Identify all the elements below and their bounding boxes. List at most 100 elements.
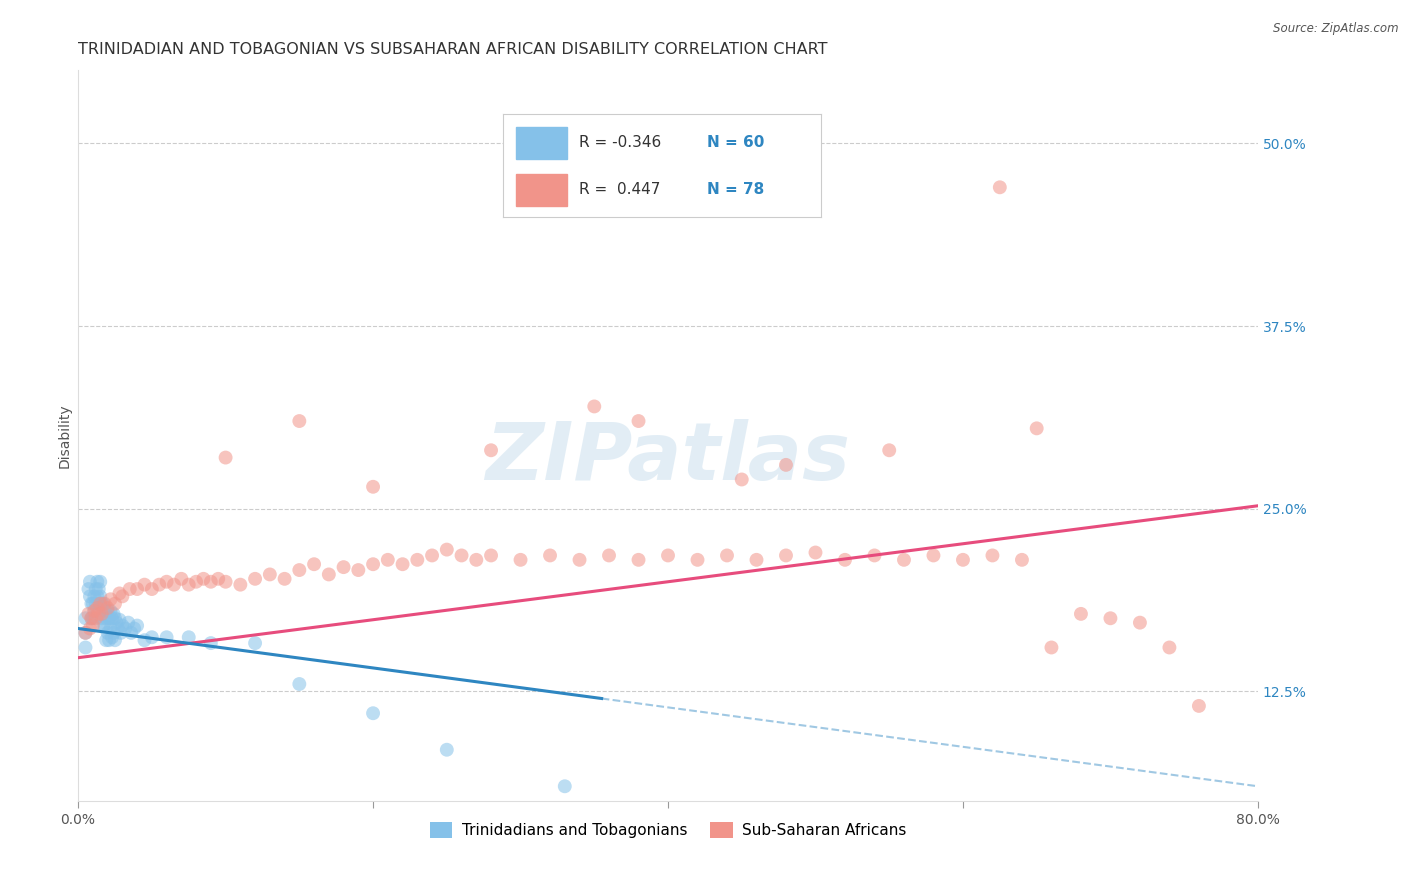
- Point: [214, 450, 236, 465]
- Point: [83, 604, 105, 618]
- Point: [141, 630, 163, 644]
- Point: [509, 553, 531, 567]
- Point: [200, 636, 222, 650]
- Point: [436, 743, 458, 757]
- Point: [90, 597, 112, 611]
- Point: [863, 549, 886, 563]
- Point: [87, 597, 110, 611]
- Point: [79, 574, 101, 589]
- Point: [100, 592, 122, 607]
- Point: [177, 577, 200, 591]
- Point: [554, 779, 576, 793]
- Point: [627, 553, 650, 567]
- Point: [361, 480, 384, 494]
- Point: [361, 706, 384, 721]
- Point: [686, 553, 709, 567]
- Point: [86, 574, 108, 589]
- Point: [598, 549, 620, 563]
- Point: [114, 622, 136, 636]
- Point: [90, 607, 112, 621]
- Point: [200, 574, 222, 589]
- Point: [108, 586, 131, 600]
- Point: [731, 473, 754, 487]
- Point: [479, 443, 502, 458]
- Point: [98, 633, 121, 648]
- Point: [155, 630, 177, 644]
- Point: [332, 560, 354, 574]
- Point: [922, 549, 945, 563]
- Y-axis label: Disability: Disability: [58, 403, 72, 468]
- Point: [775, 549, 797, 563]
- Point: [94, 611, 117, 625]
- Point: [75, 640, 97, 655]
- Point: [82, 597, 104, 611]
- Point: [1159, 640, 1181, 655]
- Point: [214, 574, 236, 589]
- Point: [1025, 421, 1047, 435]
- Point: [77, 582, 100, 596]
- Point: [627, 414, 650, 428]
- Point: [97, 626, 120, 640]
- Point: [804, 545, 827, 559]
- Point: [75, 611, 97, 625]
- Point: [93, 618, 115, 632]
- Point: [163, 577, 186, 591]
- Text: Source: ZipAtlas.com: Source: ZipAtlas.com: [1274, 22, 1399, 36]
- Point: [952, 553, 974, 567]
- Point: [82, 618, 104, 632]
- Point: [104, 611, 127, 625]
- Point: [347, 563, 370, 577]
- Point: [101, 630, 124, 644]
- Point: [420, 549, 443, 563]
- Point: [103, 607, 125, 621]
- Point: [170, 572, 193, 586]
- Point: [97, 601, 120, 615]
- Point: [103, 626, 125, 640]
- Point: [89, 574, 111, 589]
- Point: [80, 597, 103, 611]
- Point: [120, 626, 142, 640]
- Point: [273, 572, 295, 586]
- Legend: Trinidadians and Tobagonians, Sub-Saharan Africans: Trinidadians and Tobagonians, Sub-Sahara…: [423, 816, 912, 845]
- Point: [479, 549, 502, 563]
- Point: [86, 601, 108, 615]
- Point: [406, 553, 429, 567]
- Point: [583, 400, 606, 414]
- Point: [1129, 615, 1152, 630]
- Point: [834, 553, 856, 567]
- Point: [75, 626, 97, 640]
- Point: [84, 597, 107, 611]
- Point: [450, 549, 472, 563]
- Point: [243, 572, 266, 586]
- Point: [91, 618, 114, 632]
- Point: [716, 549, 738, 563]
- Point: [134, 633, 156, 648]
- Point: [391, 558, 413, 572]
- Point: [79, 622, 101, 636]
- Point: [288, 677, 311, 691]
- Point: [93, 604, 115, 618]
- Point: [981, 549, 1004, 563]
- Point: [93, 597, 115, 611]
- Point: [79, 590, 101, 604]
- Point: [155, 574, 177, 589]
- Point: [105, 615, 128, 630]
- Point: [1011, 553, 1033, 567]
- Point: [1070, 607, 1092, 621]
- Point: [243, 636, 266, 650]
- Point: [75, 626, 97, 640]
- Point: [111, 590, 134, 604]
- Point: [361, 558, 384, 572]
- Point: [111, 618, 134, 632]
- Point: [134, 577, 156, 591]
- Point: [229, 577, 252, 591]
- Point: [110, 626, 132, 640]
- Point: [288, 563, 311, 577]
- Point: [538, 549, 561, 563]
- Point: [83, 590, 105, 604]
- Point: [108, 613, 131, 627]
- Point: [100, 604, 122, 618]
- Text: ZIPatlas: ZIPatlas: [485, 418, 851, 497]
- Point: [148, 577, 170, 591]
- Point: [318, 567, 340, 582]
